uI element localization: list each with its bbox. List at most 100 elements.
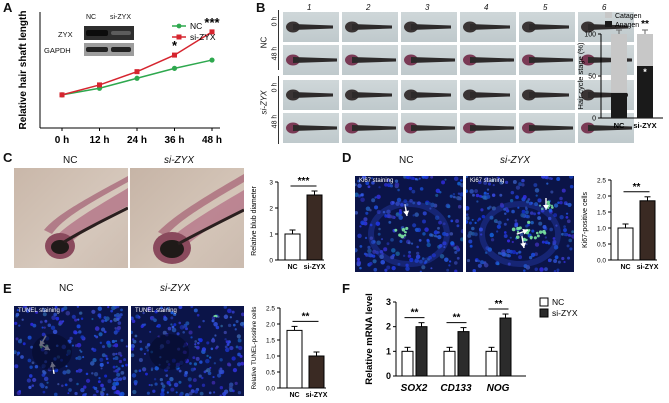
nucleus (150, 383, 153, 387)
nucleus (509, 198, 514, 203)
nucleus (492, 183, 495, 187)
nucleus (64, 383, 68, 387)
nucleus (375, 221, 381, 226)
nucleus (206, 354, 209, 358)
nucleus (356, 260, 362, 266)
nucleus (522, 195, 527, 199)
nucleus (527, 198, 531, 201)
nucleus (446, 204, 451, 209)
nucleus (380, 259, 386, 265)
nucleus (378, 186, 381, 189)
d-image-label-nc: NC (399, 155, 414, 166)
f-x-tick-label: CD133 (440, 383, 472, 394)
nucleus (515, 195, 519, 200)
nucleus (28, 307, 33, 311)
nucleus (422, 219, 426, 224)
nucleus (206, 341, 210, 345)
follicle-outline (368, 201, 450, 267)
nucleus (51, 315, 56, 320)
nucleus (211, 338, 216, 343)
nucleus (489, 232, 494, 238)
b-follicle-image (401, 12, 457, 42)
nucleus (355, 248, 358, 253)
nucleus (166, 380, 171, 385)
nucleus (402, 254, 406, 258)
f-bar (443, 350, 456, 377)
nucleus (469, 189, 474, 194)
nucleus (98, 332, 103, 337)
y-axis-label: Relative TUNEL-positive cells (251, 307, 258, 390)
nucleus (365, 181, 370, 186)
nucleus (497, 220, 502, 225)
nucleus (42, 308, 46, 313)
nucleus (125, 363, 128, 367)
nucleus (372, 249, 377, 254)
nucleus (39, 382, 44, 387)
nucleus (111, 339, 116, 344)
nucleus (466, 189, 469, 193)
nucleus (159, 378, 163, 382)
nucleus (106, 361, 109, 364)
f-legend-swatch (539, 297, 549, 307)
x-tick-label: NC (620, 264, 630, 271)
column-2: 2 (366, 3, 371, 12)
white-arrow (403, 204, 410, 217)
nucleus (22, 342, 26, 346)
nucleus (240, 312, 244, 317)
nucleus (223, 314, 229, 320)
nucleus (452, 195, 456, 199)
nucleus (77, 368, 82, 373)
b-follicle-image (342, 45, 398, 75)
nucleus (373, 267, 378, 272)
nucleus (390, 238, 394, 242)
nucleus (418, 177, 421, 180)
nucleus (466, 176, 469, 178)
nucleus (495, 220, 498, 224)
nucleus (421, 257, 425, 260)
nucleus (565, 203, 568, 206)
nucleus (571, 234, 574, 239)
nucleus (209, 366, 212, 369)
nucleus (571, 230, 574, 234)
nucleus (537, 211, 541, 215)
nucleus (515, 251, 519, 255)
nucleus (27, 335, 32, 340)
nucleus (150, 368, 153, 372)
positive-cell (546, 200, 550, 204)
x-tick-label: NC (289, 392, 299, 399)
nucleus (139, 340, 143, 344)
nucleus (213, 321, 218, 327)
nucleus (160, 382, 164, 386)
nucleus (77, 331, 80, 334)
nucleus (512, 250, 516, 255)
nucleus (434, 215, 440, 221)
panel-letter-e: E (3, 281, 12, 296)
a-point (209, 57, 215, 63)
nucleus (478, 194, 482, 198)
nucleus (444, 257, 449, 262)
nucleus (411, 189, 416, 194)
nucleus (100, 390, 104, 394)
nucleus (427, 202, 432, 206)
nucleus (453, 261, 458, 265)
nucleus (199, 391, 204, 396)
nucleus (472, 268, 476, 272)
nucleus (188, 330, 193, 335)
nucleus (193, 362, 198, 366)
nucleus (518, 182, 523, 187)
nucleus (421, 265, 426, 270)
nucleus (364, 236, 368, 240)
nucleus (14, 350, 17, 355)
nucleus (553, 269, 557, 272)
a-point (59, 92, 65, 98)
nucleus (553, 259, 558, 263)
b-legend-swatch (605, 12, 612, 18)
nucleus (80, 335, 85, 340)
nucleus (120, 308, 123, 312)
nucleus (195, 356, 200, 361)
nucleus (468, 239, 473, 244)
nucleus (182, 331, 185, 334)
f-bar (415, 326, 428, 377)
d-ki67-image-nc: Ki67 staining (355, 176, 463, 272)
f-bar (485, 350, 498, 377)
